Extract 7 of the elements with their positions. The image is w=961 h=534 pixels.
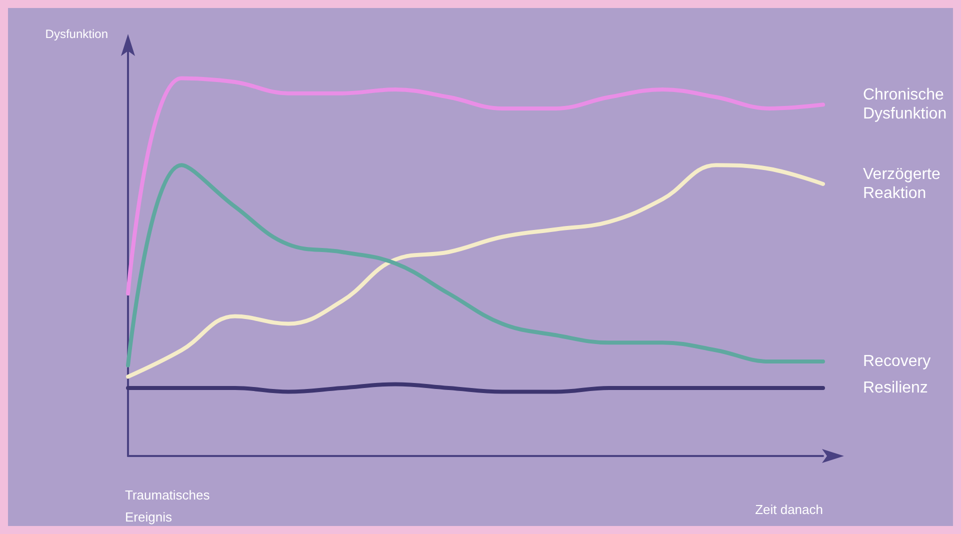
x-axis-title: Zeit danach (755, 502, 824, 517)
text: Recovery (863, 353, 931, 370)
text: Chronische Dysfunktion (863, 86, 948, 123)
text: Traumatisches Ereignis (125, 488, 210, 524)
y-axis-title: Dysfunktion (45, 27, 108, 41)
text: Resilienz (863, 380, 928, 396)
text: Verzögerte Reaktion (863, 166, 945, 202)
